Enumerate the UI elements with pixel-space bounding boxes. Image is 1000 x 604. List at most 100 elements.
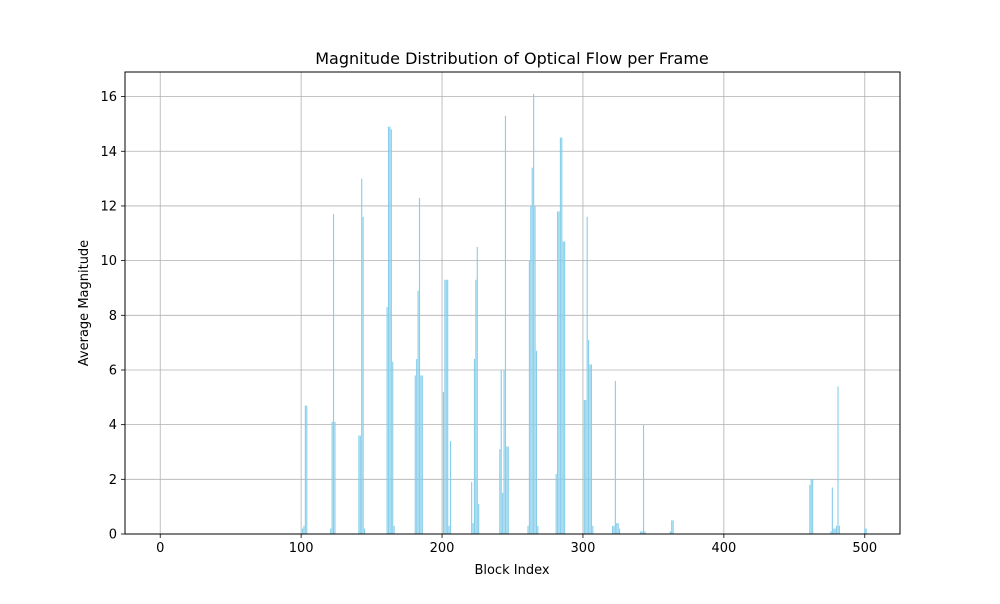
bar (416, 359, 418, 534)
bar (831, 487, 833, 534)
bar (527, 525, 529, 534)
bar (588, 339, 590, 534)
x-axis-ticks: 0 100 200 300 400 500 (156, 534, 877, 556)
bar (557, 211, 559, 535)
bar (471, 482, 473, 534)
y-axis-label: Average Magnitude (77, 240, 92, 366)
bar (530, 205, 532, 534)
bar (500, 369, 502, 534)
bar (810, 479, 812, 534)
bar (499, 449, 501, 534)
bar (332, 214, 335, 534)
bar (330, 528, 332, 534)
bar (830, 531, 832, 534)
bar (358, 435, 360, 534)
bar (583, 400, 585, 534)
y-tick-label: 8 (109, 309, 117, 324)
bar (475, 279, 477, 534)
bar (671, 520, 673, 534)
bar (586, 216, 588, 534)
x-tick-label: 500 (852, 541, 877, 556)
bar (669, 531, 671, 534)
bar (472, 523, 474, 534)
bar (558, 211, 560, 535)
bar (531, 167, 533, 534)
y-tick-label: 10 (100, 254, 117, 269)
bar (534, 205, 536, 534)
bar (306, 405, 308, 534)
bar (535, 350, 538, 534)
bar (864, 528, 866, 534)
y-tick-label: 16 (100, 90, 117, 105)
x-axis-label: Block Index (474, 563, 549, 578)
bar (507, 446, 509, 534)
bar (616, 523, 618, 534)
bar (809, 484, 811, 534)
y-tick-label: 12 (100, 199, 117, 214)
bar (303, 525, 305, 534)
bar (445, 279, 447, 534)
y-tick-label: 2 (109, 473, 117, 488)
x-tick-label: 100 (289, 541, 314, 556)
bar (614, 380, 616, 534)
bar (503, 369, 505, 534)
bar (301, 528, 304, 534)
bar (392, 361, 394, 534)
bar (506, 446, 508, 534)
bar (617, 523, 619, 534)
bar (555, 473, 557, 534)
bar (449, 441, 452, 534)
bar (642, 424, 645, 534)
bar (834, 528, 836, 534)
bar (562, 241, 564, 534)
bar (561, 137, 563, 534)
x-tick-label: 0 (156, 541, 164, 556)
bar (334, 421, 336, 534)
bar (389, 126, 391, 534)
y-tick-label: 6 (109, 363, 117, 378)
bar (641, 531, 643, 534)
bar-series (301, 93, 867, 535)
bar (361, 178, 363, 534)
bar (386, 307, 388, 534)
x-tick-label: 300 (571, 541, 596, 556)
bar (589, 364, 591, 534)
bar (837, 386, 839, 534)
bar (640, 531, 642, 534)
bar (417, 290, 419, 534)
bar (447, 279, 449, 534)
y-axis-ticks: 0 2 4 6 8 10 12 14 16 (100, 90, 125, 543)
y-tick-label: 0 (109, 528, 117, 543)
x-tick-label: 200 (430, 541, 455, 556)
bar (442, 391, 445, 534)
bar (478, 503, 480, 534)
bar (421, 375, 423, 534)
bar (448, 525, 450, 534)
bar (363, 528, 366, 534)
x-tick-label: 400 (711, 541, 736, 556)
bar (619, 528, 621, 534)
bar (387, 126, 390, 534)
bar (418, 197, 421, 535)
bar (414, 375, 416, 534)
bar (528, 260, 530, 534)
bar (393, 525, 395, 534)
bar (362, 216, 364, 534)
bar (390, 129, 392, 535)
plot-area-frame (124, 71, 901, 535)
bar (502, 492, 504, 534)
chart-title: Magnitude Distribution of Optical Flow p… (315, 49, 709, 68)
y-tick-label: 4 (109, 418, 117, 433)
bar (559, 137, 561, 534)
bar (865, 528, 867, 534)
bar (672, 520, 674, 534)
bar (537, 525, 539, 534)
bar (504, 115, 507, 534)
bar (473, 359, 476, 534)
bar (359, 435, 361, 534)
bar (592, 525, 594, 534)
bar (331, 421, 333, 534)
bar (533, 93, 535, 535)
